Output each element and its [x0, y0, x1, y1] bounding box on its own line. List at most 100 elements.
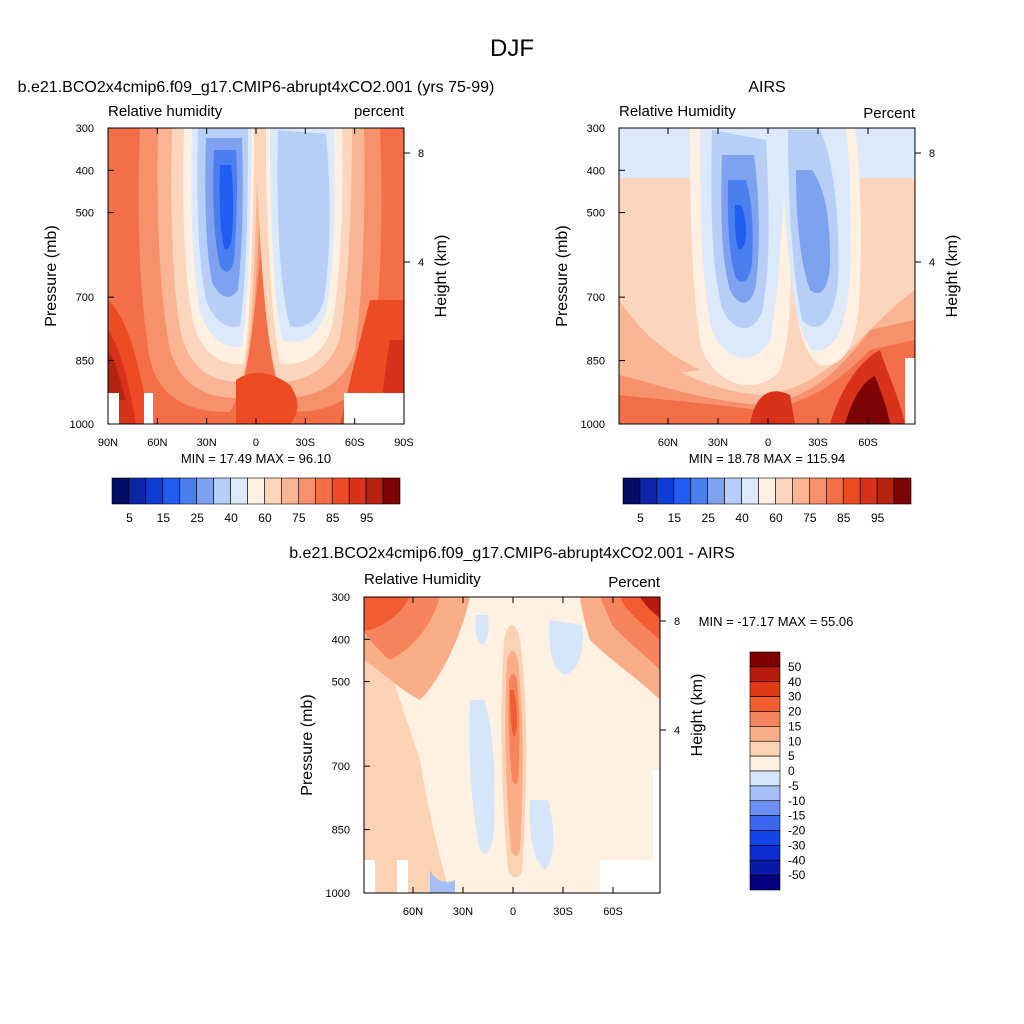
- colorbar-swatch: [724, 477, 742, 505]
- panel-diff-title: b.e21.BCO2x4cmip6.f09_g17.CMIP6-abrupt4x…: [289, 545, 735, 562]
- colorbar-swatch: [749, 770, 781, 787]
- contour-fill: [796, 170, 830, 294]
- colorbar-swatch: [196, 477, 214, 505]
- contour-fill: [430, 870, 455, 893]
- colorbar-swatch: [749, 740, 781, 757]
- colorbar-swatch: [749, 859, 781, 876]
- colorbar-swatch: [749, 785, 781, 802]
- contour-fill: [640, 597, 660, 618]
- colorbar-swatch: [749, 830, 781, 846]
- colorbar-label: 15: [157, 511, 171, 525]
- contour-fill: [364, 597, 410, 630]
- panel-model-units-label: percent: [354, 103, 405, 120]
- colorbar-label: 60: [769, 511, 783, 525]
- colorbar-swatch: [749, 696, 781, 712]
- colorbar-swatch: [673, 477, 692, 505]
- colorbar-swatch: [331, 477, 350, 505]
- colorbar-swatch: [749, 711, 781, 727]
- xtick-label: 30S: [808, 437, 828, 449]
- panel-diff-minmax: MIN = -17.17 MAX = 55.06: [699, 614, 854, 629]
- colorbar-swatch: [622, 477, 641, 505]
- ytick-label: 1000: [326, 888, 350, 900]
- height-tick-label: 4: [929, 257, 935, 269]
- colorbar-swatch: [264, 477, 282, 505]
- ytick-label: 850: [332, 825, 350, 837]
- contour-fill: [475, 615, 489, 645]
- colorbar-swatch: [749, 666, 781, 683]
- colorbar-swatch: [749, 651, 781, 668]
- colorbar-label: 5: [637, 511, 644, 525]
- missing-data-mask: [653, 770, 660, 860]
- contour-fill: [277, 130, 330, 327]
- colorbar-label: 85: [837, 511, 851, 525]
- panel-obs-units-label: Percent: [863, 105, 916, 122]
- contour-fill: [845, 376, 890, 424]
- ytick-label: 850: [587, 356, 605, 368]
- panel-model-colorbar: 5 15 25 40 60 75 85 95: [111, 477, 401, 525]
- colorbar-swatch: [348, 477, 367, 505]
- ytick-label: 300: [332, 592, 350, 604]
- missing-data-mask: [144, 393, 153, 424]
- panel-obs-yticks: 300 400 500 700 850 1000: [581, 123, 625, 431]
- plot-frame: [363, 596, 661, 894]
- contour-fill: [750, 391, 795, 424]
- panel-model-ylabel: Pressure (mb): [43, 225, 60, 326]
- colorbar-swatch: [859, 477, 878, 505]
- panel-model-minmax: MIN = 17.49 MAX = 96.10: [181, 451, 331, 466]
- colorbar-label: -50: [788, 868, 806, 882]
- colorbar-label: 75: [292, 511, 306, 525]
- xtick-label: 0: [253, 437, 259, 449]
- panel-obs-contours: [619, 128, 915, 424]
- xtick-label: 60N: [658, 437, 678, 449]
- ytick-label: 500: [587, 208, 605, 220]
- panel-obs-ylabel: Pressure (mb): [554, 225, 571, 326]
- colorbar-label: 50: [788, 660, 802, 674]
- contour-fill: [469, 700, 495, 854]
- colorbar-swatch: [758, 477, 776, 505]
- xtick-label: 30S: [296, 437, 316, 449]
- missing-data-mask: [108, 393, 119, 424]
- height-tick-label: 8: [674, 616, 680, 628]
- contour-fill: [529, 800, 554, 870]
- contour-fill: [219, 165, 234, 250]
- colorbar-swatch: [128, 477, 147, 505]
- panel-obs-xticks: 60N 30N 0 30S 60S: [658, 128, 878, 449]
- panel-diff-height-ticks: 84: [660, 616, 680, 737]
- colorbar-swatch: [314, 477, 333, 505]
- colorbar-label: 40: [224, 511, 238, 525]
- colorbar-swatch: [298, 477, 316, 505]
- panel-diff-contours: [364, 597, 660, 893]
- panel-model-height-ticks: 84: [404, 148, 424, 269]
- panel-obs-title: AIRS: [748, 79, 785, 96]
- ytick-label: 500: [76, 208, 94, 220]
- colorbar-swatch: [893, 477, 912, 505]
- ytick-label: 300: [587, 123, 605, 135]
- panel-diff-ylabel-right: Height (km): [689, 674, 706, 757]
- contour-fill: [734, 205, 746, 250]
- colorbar-swatch: [749, 874, 781, 891]
- colorbar-label: -30: [788, 838, 806, 852]
- figure-title: DJF: [490, 35, 534, 62]
- colorbar-swatch: [179, 477, 198, 505]
- panel-diff-yticks: 300 400 500 700 850 1000: [326, 592, 370, 900]
- xtick-label: 90S: [394, 437, 414, 449]
- contour-fill: [549, 620, 583, 675]
- height-tick-label: 4: [674, 725, 680, 737]
- colorbar-label: 25: [191, 511, 205, 525]
- panel-diff-ylabel: Pressure (mb): [299, 694, 316, 795]
- ytick-label: 700: [76, 292, 94, 304]
- colorbar-label: 40: [788, 675, 802, 689]
- contour-fill: [108, 350, 126, 400]
- colorbar-label: 95: [360, 511, 374, 525]
- height-tick-label: 4: [418, 257, 424, 269]
- panel-obs-height-ticks: 84: [915, 148, 935, 269]
- xtick-label: 30N: [708, 437, 728, 449]
- ytick-label: 400: [332, 634, 350, 646]
- xtick-label: 60S: [345, 437, 365, 449]
- colorbar-swatch: [145, 477, 164, 505]
- colorbar-label: -5: [788, 779, 799, 793]
- colorbar-label: -15: [788, 809, 806, 823]
- height-tick-label: 8: [418, 148, 424, 160]
